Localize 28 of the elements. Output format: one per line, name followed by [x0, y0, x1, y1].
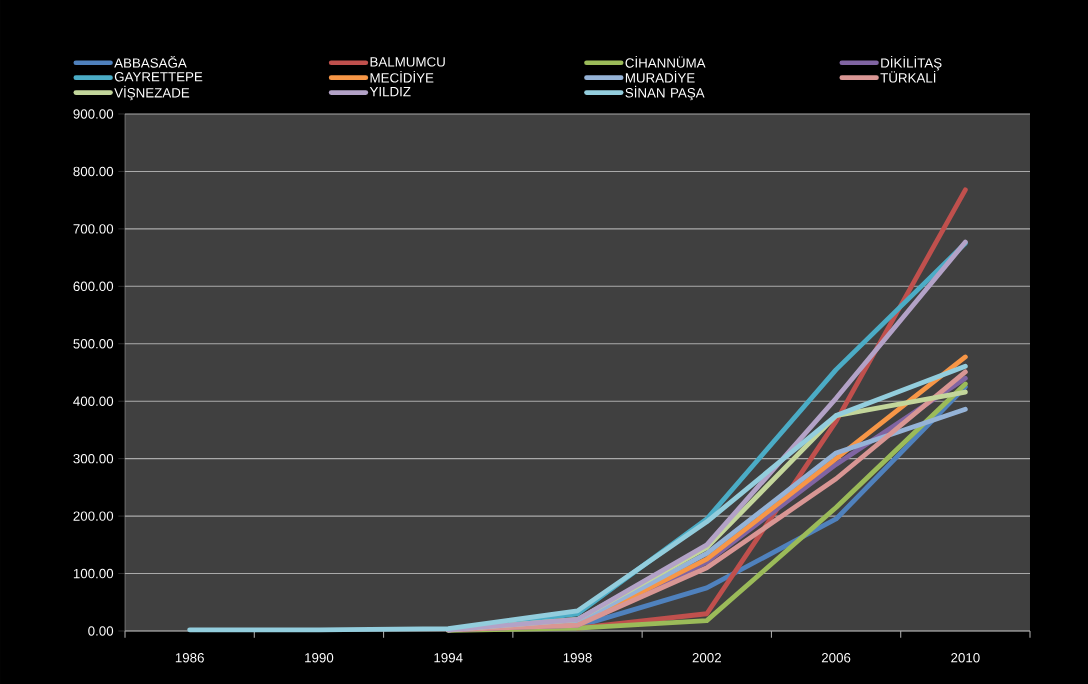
y-tick-label: 100.00 [73, 568, 114, 579]
y-tick-label: 500.00 [73, 339, 114, 349]
y-tick-label: 400.00 [73, 396, 114, 406]
y-tick-label: 800.00 [73, 166, 114, 177]
legend-label: BALMUMCU [370, 57, 445, 67]
y-tick-label: 900.00 [73, 109, 114, 119]
y-tick-label: 600.00 [73, 281, 114, 292]
legend-label: TÜRKALİ [880, 70, 936, 83]
x-tick-label: 1986 [175, 653, 204, 663]
legend-label: MECİDİYE [370, 70, 434, 83]
legend-label: MURADİYE [625, 70, 695, 83]
legend-label: YILDIZ [369, 87, 411, 97]
x-tick-label: 1990 [305, 653, 334, 663]
x-tick-label: 1994 [434, 653, 463, 663]
y-tick-label: 700.00 [73, 224, 114, 234]
x-tick-label: 2006 [821, 653, 851, 663]
x-tick-label: 2010 [951, 653, 980, 663]
legend-label: SİNAN PAŞA [625, 85, 705, 101]
y-tick-label: 300.00 [73, 453, 114, 464]
y-tick-label: 200.00 [73, 511, 114, 521]
x-tick-label: 1998 [563, 653, 592, 663]
x-tick-label: 2002 [692, 653, 721, 663]
legend-label: VİŞNEZADE [114, 85, 190, 101]
legend-label: GAYRETTEPE [114, 72, 203, 82]
legend-label: DİKİLİTAŞ [881, 56, 942, 71]
legend-label: ABBASAĞA [114, 55, 187, 68]
y-tick-label: 0.00 [88, 626, 114, 636]
legend-label: CİHANNÜMA [625, 56, 706, 68]
